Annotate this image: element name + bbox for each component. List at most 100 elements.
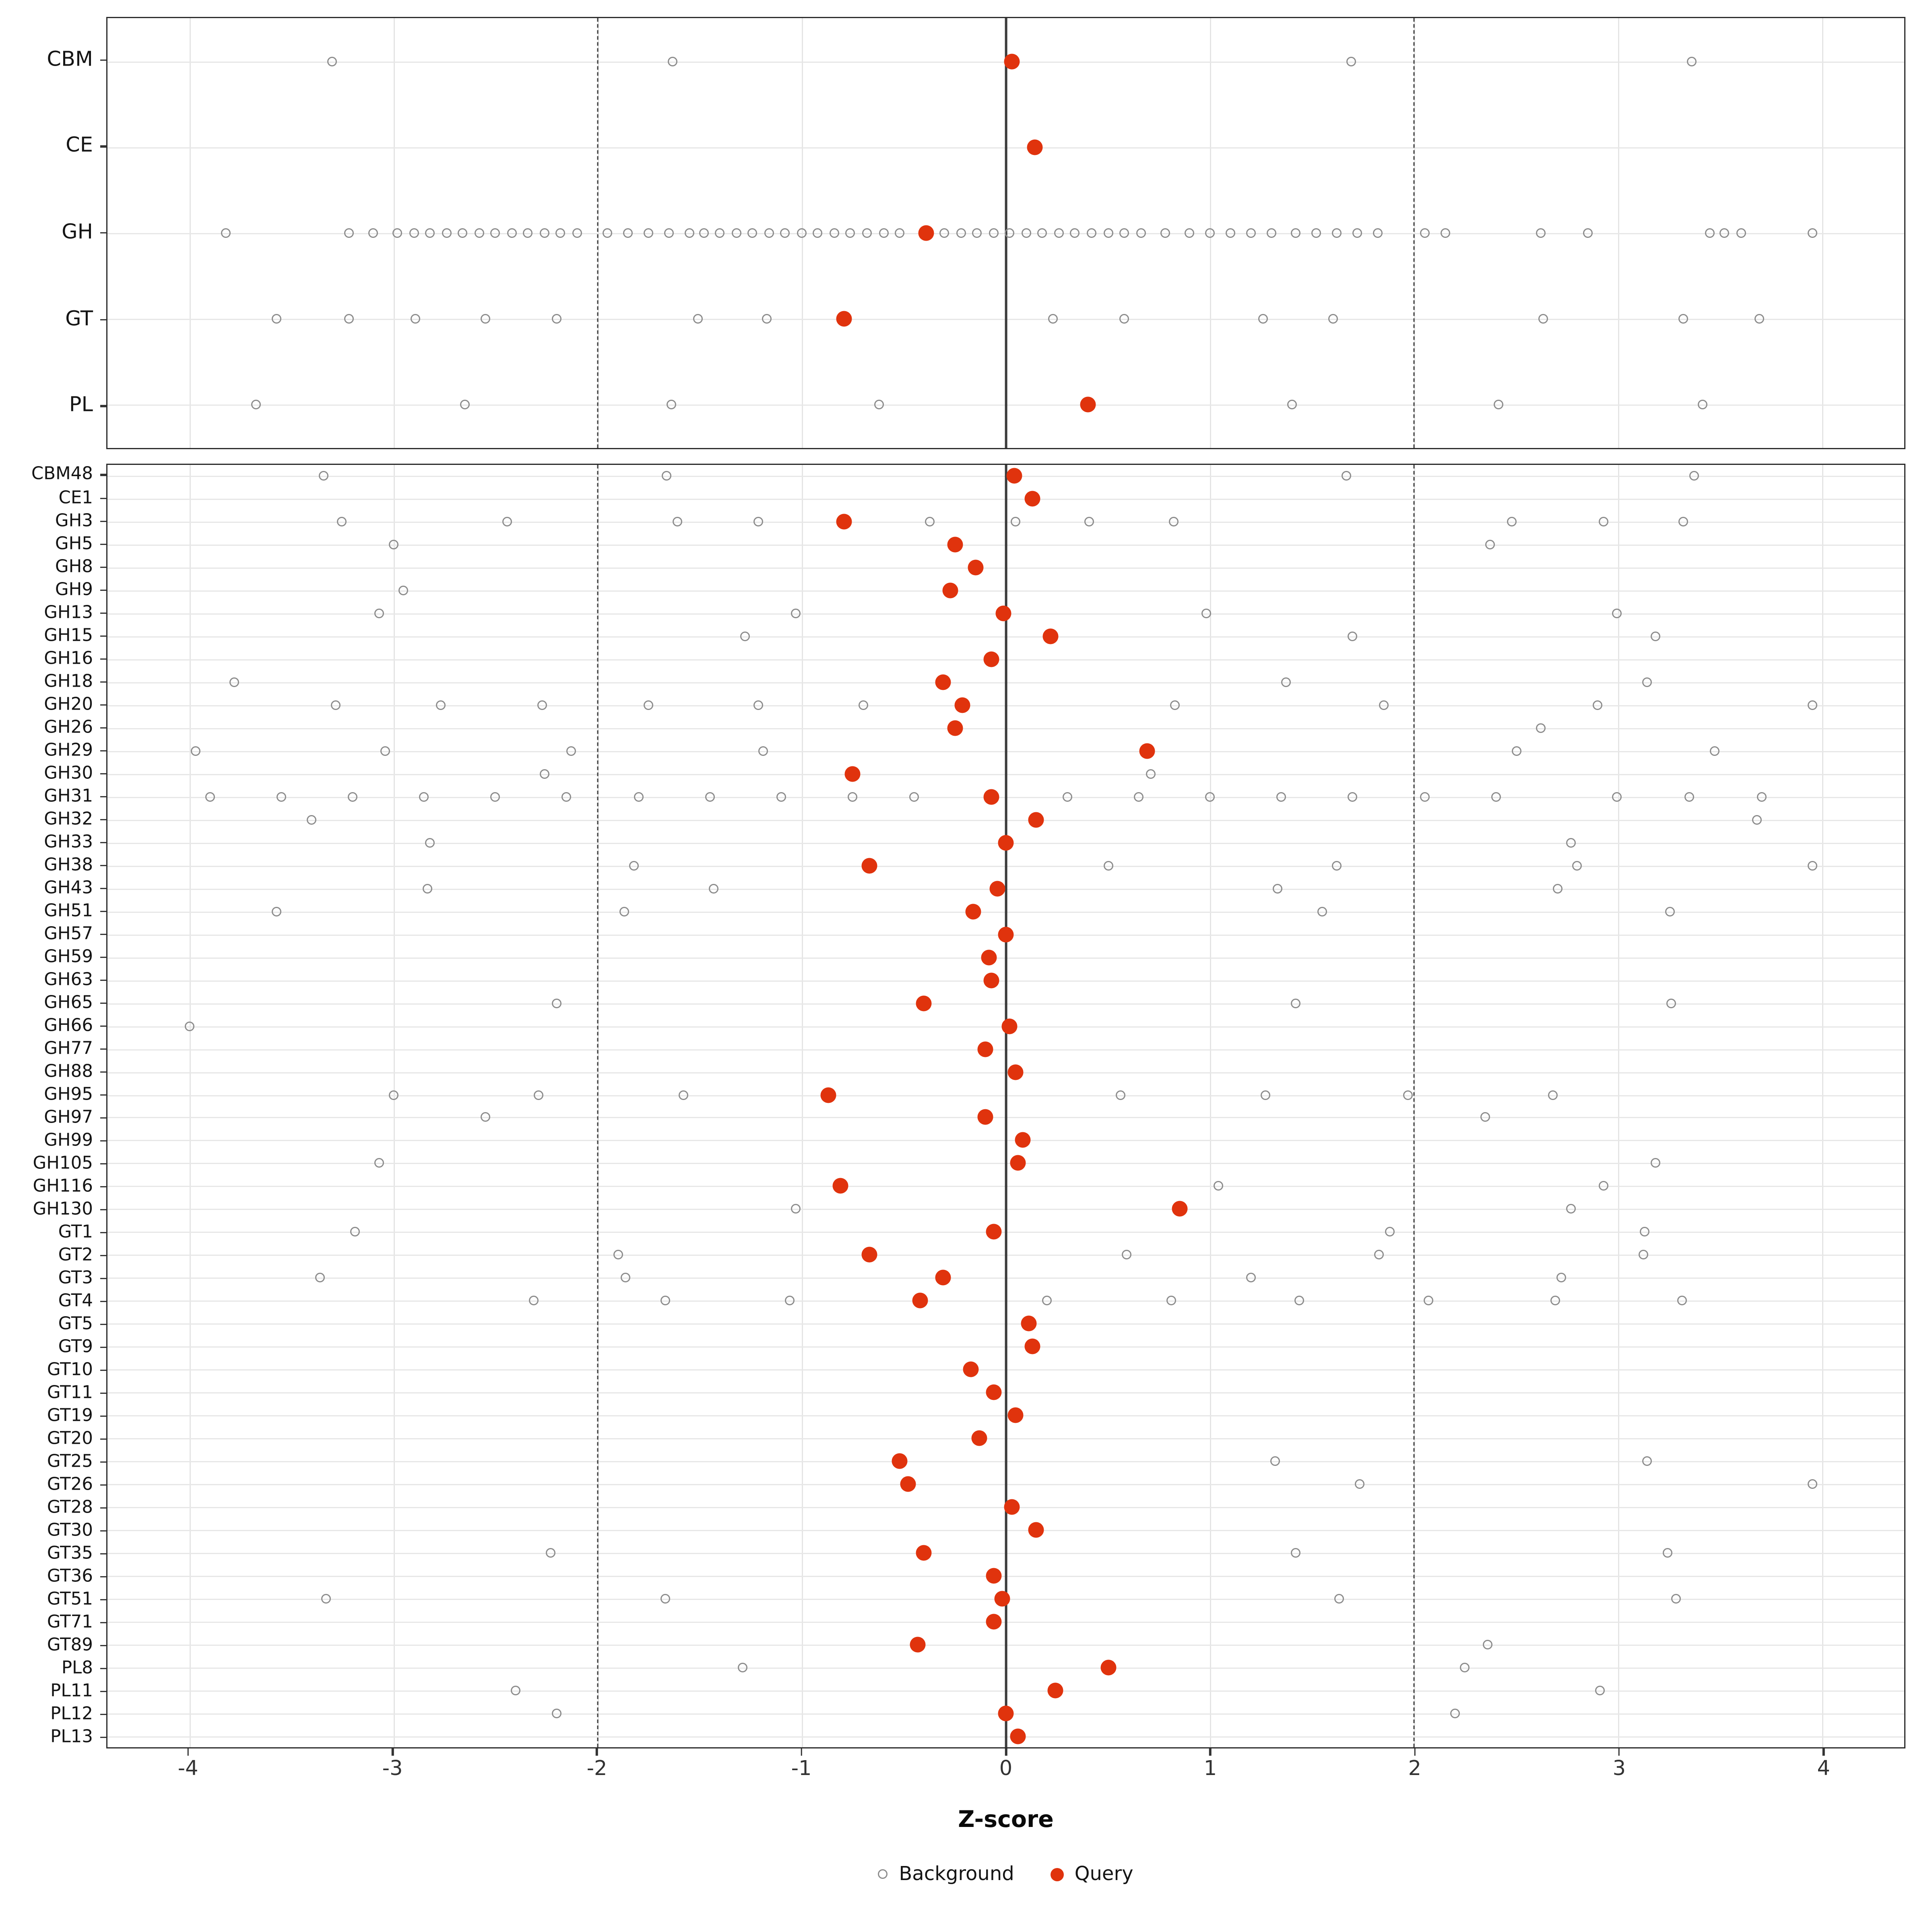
background-point	[699, 228, 709, 238]
y-tick-mark	[100, 1162, 106, 1164]
y-tick-mark	[100, 232, 106, 234]
query-point	[1024, 1338, 1040, 1354]
background-point	[1666, 998, 1676, 1008]
background-point	[380, 746, 390, 756]
y-tick-mark	[100, 1346, 106, 1348]
background-point	[1689, 471, 1699, 481]
y-tick-label: GT71	[47, 1612, 93, 1632]
background-point	[1258, 314, 1268, 324]
query-point	[983, 652, 999, 668]
background-point	[1599, 1181, 1609, 1191]
background-point	[1375, 1250, 1385, 1260]
background-point	[747, 228, 758, 238]
background-point	[731, 228, 741, 238]
background-point	[419, 792, 429, 802]
y-tick-label: PL11	[50, 1681, 93, 1701]
background-point	[1709, 746, 1719, 756]
background-point	[1115, 1090, 1125, 1100]
y-tick-mark	[100, 566, 106, 568]
y-tick-label: GT51	[47, 1589, 93, 1609]
background-point	[1538, 314, 1548, 324]
query-point	[1008, 1064, 1024, 1080]
legend-label: Background	[899, 1862, 1014, 1885]
gridline-x	[597, 465, 599, 1747]
query-point	[998, 926, 1014, 942]
background-point	[503, 517, 513, 527]
background-point	[1403, 1090, 1413, 1100]
background-point	[1664, 906, 1674, 916]
background-point	[1642, 677, 1652, 687]
background-point	[1679, 517, 1689, 527]
background-point	[1246, 1273, 1256, 1283]
background-point	[1272, 883, 1282, 894]
query-point	[916, 995, 932, 1011]
background-point	[1419, 228, 1429, 238]
background-point	[1638, 1250, 1648, 1260]
background-point	[874, 400, 884, 410]
query-point	[1026, 139, 1042, 155]
dashed-reference-line	[1414, 18, 1415, 448]
background-point	[474, 228, 484, 238]
background-point	[1295, 1296, 1305, 1306]
y-tick-label: GH116	[33, 1176, 93, 1196]
y-tick-label: GT89	[47, 1635, 93, 1655]
x-tick-mark	[800, 1748, 803, 1756]
y-tick-label: GH97	[44, 1107, 93, 1127]
gridline-x	[393, 465, 395, 1747]
background-point	[1062, 792, 1072, 802]
x-tick-label: 4	[1817, 1757, 1831, 1781]
query-point	[955, 697, 971, 713]
background-point	[1291, 1548, 1301, 1558]
dashed-reference-line	[597, 18, 598, 448]
background-point	[1650, 632, 1660, 642]
background-point	[1511, 746, 1521, 756]
x-tick-label: 3	[1612, 1757, 1626, 1781]
background-point	[1291, 228, 1301, 238]
background-point	[1670, 1593, 1680, 1604]
background-point	[1807, 1479, 1817, 1489]
background-point	[846, 228, 856, 238]
background-point	[784, 1296, 795, 1306]
background-point	[662, 471, 672, 481]
query-point	[967, 560, 983, 576]
y-tick-label: GT5	[58, 1314, 93, 1333]
background-point	[490, 228, 500, 238]
query-point	[1047, 1682, 1063, 1698]
background-point	[184, 1021, 194, 1031]
query-point	[981, 949, 997, 965]
y-tick-mark	[100, 979, 106, 981]
background-point	[545, 1548, 555, 1558]
background-point	[956, 228, 966, 238]
legend: Background Query	[0, 1864, 1905, 1884]
y-tick-label: GT36	[47, 1566, 93, 1586]
y-tick-mark	[100, 1071, 106, 1073]
background-point	[1205, 792, 1215, 802]
background-point	[664, 228, 674, 238]
background-point	[1311, 228, 1321, 238]
background-point	[668, 56, 678, 66]
x-tick-mark	[187, 1748, 189, 1756]
y-tick-label: GT2	[58, 1245, 93, 1265]
background-point	[1573, 861, 1583, 871]
background-point	[425, 838, 435, 848]
background-point	[644, 700, 654, 710]
legend-label: Query	[1074, 1862, 1133, 1885]
background-point	[660, 1593, 670, 1604]
background-point	[705, 792, 715, 802]
y-tick-mark	[100, 520, 106, 522]
background-point	[1087, 228, 1097, 238]
background-point	[315, 1273, 325, 1283]
background-point	[1038, 228, 1048, 238]
y-tick-mark	[100, 1438, 106, 1440]
y-tick-label: GH26	[44, 717, 93, 737]
query-point	[1171, 1201, 1187, 1217]
y-tick-label: GH77	[44, 1038, 93, 1058]
query-point	[943, 583, 959, 599]
background-point	[1327, 314, 1338, 324]
background-point	[1226, 228, 1235, 238]
background-point	[660, 1296, 670, 1306]
query-point	[986, 1613, 1002, 1629]
background-point	[1119, 314, 1129, 324]
background-point	[1642, 1456, 1652, 1466]
